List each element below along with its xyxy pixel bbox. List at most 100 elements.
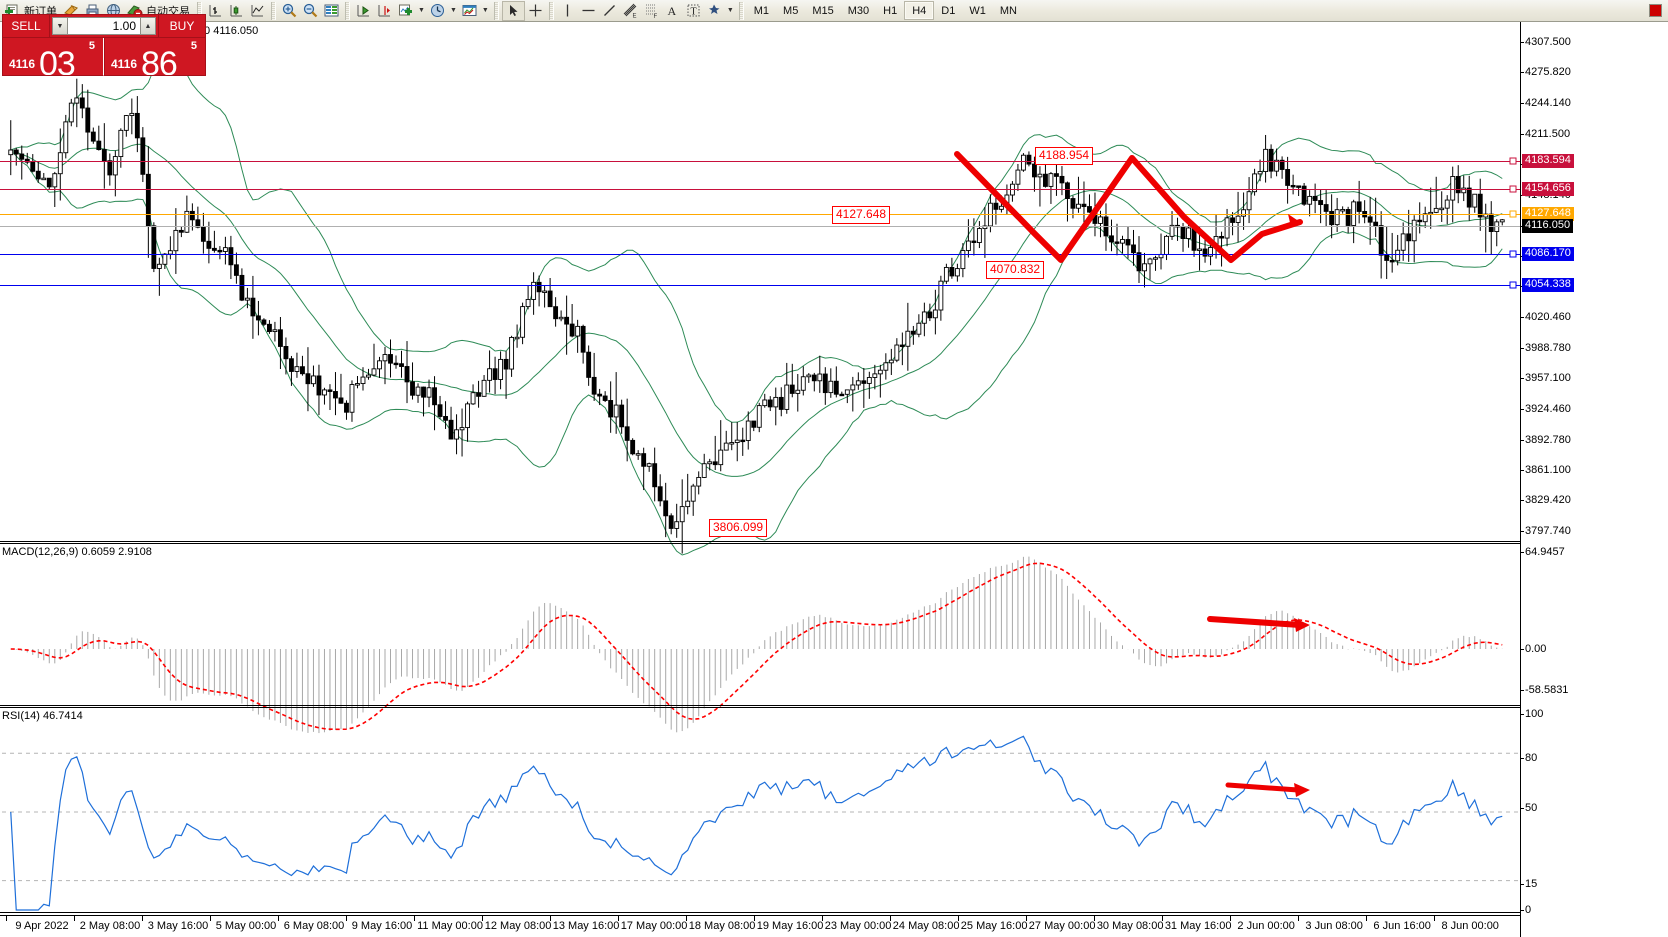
price-line-4116-050[interactable]	[0, 225, 1520, 227]
chevron-down-icon[interactable]: ▼	[481, 7, 489, 14]
crosshair-button[interactable]	[525, 1, 546, 21]
fibonacci-button[interactable]: F	[641, 1, 662, 21]
chart-shift-button[interactable]	[353, 1, 374, 21]
price-line-4127-648[interactable]	[0, 214, 1520, 216]
time-tick-separator	[958, 916, 960, 921]
lot-increase-button[interactable]: ▲	[140, 17, 156, 35]
svg-text:T: T	[690, 7, 696, 18]
time-tick: 13 May 16:00	[552, 920, 620, 932]
text-label-button[interactable]: T	[683, 1, 704, 21]
chevron-down-icon[interactable]: ▼	[726, 7, 734, 14]
price-line-4086-170[interactable]	[0, 254, 1520, 256]
objects-button[interactable]: ▼	[704, 1, 736, 21]
rsi-tick: 80	[1519, 752, 1538, 764]
price-line-handle[interactable]	[1509, 210, 1517, 218]
equidistant-channel-button[interactable]: E	[620, 1, 641, 21]
timeframe-m15[interactable]: M15	[812, 4, 834, 17]
time-tick-separator	[1162, 916, 1164, 921]
chevron-down-icon[interactable]: ▼	[449, 7, 457, 14]
chevron-down-icon[interactable]: ▼	[418, 7, 425, 14]
price-tick: 3797.740	[1520, 524, 1571, 537]
timeframe-h4[interactable]: H4	[904, 1, 935, 20]
price-scale-label-4086-170[interactable]: 4086.170	[1522, 247, 1574, 262]
tile-windows-button[interactable]	[321, 1, 342, 21]
cursor-button[interactable]	[501, 0, 525, 21]
auto-scroll-button[interactable]	[374, 1, 395, 21]
bar-chart-icon	[207, 2, 224, 19]
price-scale-label-4154-656[interactable]: 4154.656	[1522, 181, 1574, 196]
price-line-handle[interactable]	[1509, 250, 1517, 258]
color-swatch-icon[interactable]	[1649, 4, 1662, 17]
time-tick: 6 Jun 16:00	[1373, 920, 1431, 932]
trade-panel-quotes: 4116 03 5 4116 86 5	[2, 38, 206, 76]
chart-area[interactable]: SP500-,H4 4116.050 4116.050 4116.050 411…	[0, 22, 1668, 937]
time-tick: 9 May 16:00	[351, 920, 413, 932]
one-click-trading-panel[interactable]: SELL ▼ 1.00 ▲ BUY 4116 03 5 4116 86 5	[2, 14, 206, 76]
buy-button[interactable]: BUY	[158, 14, 206, 38]
price-line-handle[interactable]	[1509, 281, 1517, 289]
timeframe-m30[interactable]: M30	[847, 4, 870, 17]
sell-button[interactable]: SELL	[2, 14, 50, 38]
indicators-button[interactable]: ▼	[395, 1, 427, 21]
buy-price-quote[interactable]: 4116 86 5	[104, 38, 206, 76]
chart-canvas	[2, 51, 1518, 911]
price-tick: 3829.420	[1520, 494, 1571, 507]
annotation-4127[interactable]: 4127.648	[832, 206, 891, 224]
text-button[interactable]: A	[662, 1, 683, 21]
price-scale-label-4054-338[interactable]: 4054.338	[1522, 277, 1574, 292]
toolbar-separator	[345, 1, 350, 20]
timeframe-h1[interactable]: H1	[883, 4, 898, 17]
timeframe-m5[interactable]: M5	[783, 4, 799, 17]
price-line-4154-656[interactable]	[0, 188, 1520, 190]
price-line-handle[interactable]	[1509, 157, 1517, 165]
vertical-line-button[interactable]	[557, 1, 578, 21]
price-line-4054-338[interactable]	[0, 284, 1520, 286]
sell-price-quote[interactable]: 4116 03 5	[2, 38, 104, 76]
time-tick: 19 May 16:00	[756, 920, 824, 932]
zoom-out-button[interactable]	[300, 1, 321, 21]
time-tick-separator	[6, 916, 7, 921]
lot-size-control[interactable]: ▼ 1.00 ▲	[50, 14, 158, 38]
timeframe-w1[interactable]: W1	[969, 4, 986, 17]
candlestick-chart-button[interactable]	[226, 1, 247, 21]
macd-tick: 64.9457	[1520, 546, 1565, 558]
templates-button[interactable]: ▼	[459, 1, 491, 21]
equidistant-channel-icon: E	[622, 2, 639, 19]
period-button[interactable]: ▼	[427, 1, 459, 21]
main-toolbar: 新订单	[0, 0, 1668, 22]
timeframe-d1[interactable]: D1	[941, 4, 956, 17]
time-tick-separator	[142, 916, 144, 921]
line-chart-button[interactable]	[247, 1, 268, 21]
annotation-3806[interactable]: 3806.099	[709, 519, 768, 537]
price-scale[interactable]: 4307.5004275.8204244.1404211.5004179.820…	[1519, 22, 1668, 937]
annotation-4070[interactable]: 4070.832	[986, 261, 1045, 279]
sell-price-prefix: 4116	[9, 57, 36, 71]
time-tick-separator	[754, 916, 756, 921]
timeframe-group: M1 M5 M15 M30 H1 H4 D1 W1 MN	[747, 1, 1024, 20]
annotation-4188[interactable]: 4188.954	[1035, 147, 1094, 165]
zoom-in-button[interactable]	[279, 1, 300, 21]
sell-price-main: 03	[39, 45, 76, 76]
price-line-4183-594[interactable]	[0, 160, 1520, 162]
lot-size-input[interactable]: 1.00	[68, 17, 140, 35]
price-scale-label-4183-594[interactable]: 4183.594	[1522, 153, 1574, 168]
horizontal-line-button[interactable]	[578, 1, 599, 21]
time-tick-separator	[1026, 916, 1028, 921]
trend-line-button[interactable]	[599, 1, 620, 21]
cursor-icon	[505, 2, 522, 19]
bar-chart-button[interactable]	[205, 1, 226, 21]
timeframe-m1[interactable]: M1	[753, 4, 770, 17]
price-scale-label-4127-648[interactable]: 4127.648	[1522, 207, 1574, 222]
templates-icon	[461, 2, 478, 19]
text-icon: A	[664, 2, 681, 19]
lot-decrease-button[interactable]: ▼	[52, 17, 68, 35]
candlestick-chart-icon	[228, 2, 245, 19]
price-line-handle[interactable]	[1509, 185, 1517, 193]
price-scale-label-4116-050[interactable]: 4116.050	[1522, 218, 1574, 233]
timeframe-mn[interactable]: MN	[999, 4, 1017, 17]
buy-price-main: 86	[141, 45, 178, 76]
trend-line-icon	[601, 2, 618, 19]
time-scale[interactable]: 9 Apr 2022 2 May 08:00 3 May 16:00 5 May 00…	[0, 915, 1520, 937]
crosshair-icon	[527, 2, 544, 19]
toolbar-separator	[271, 1, 276, 20]
